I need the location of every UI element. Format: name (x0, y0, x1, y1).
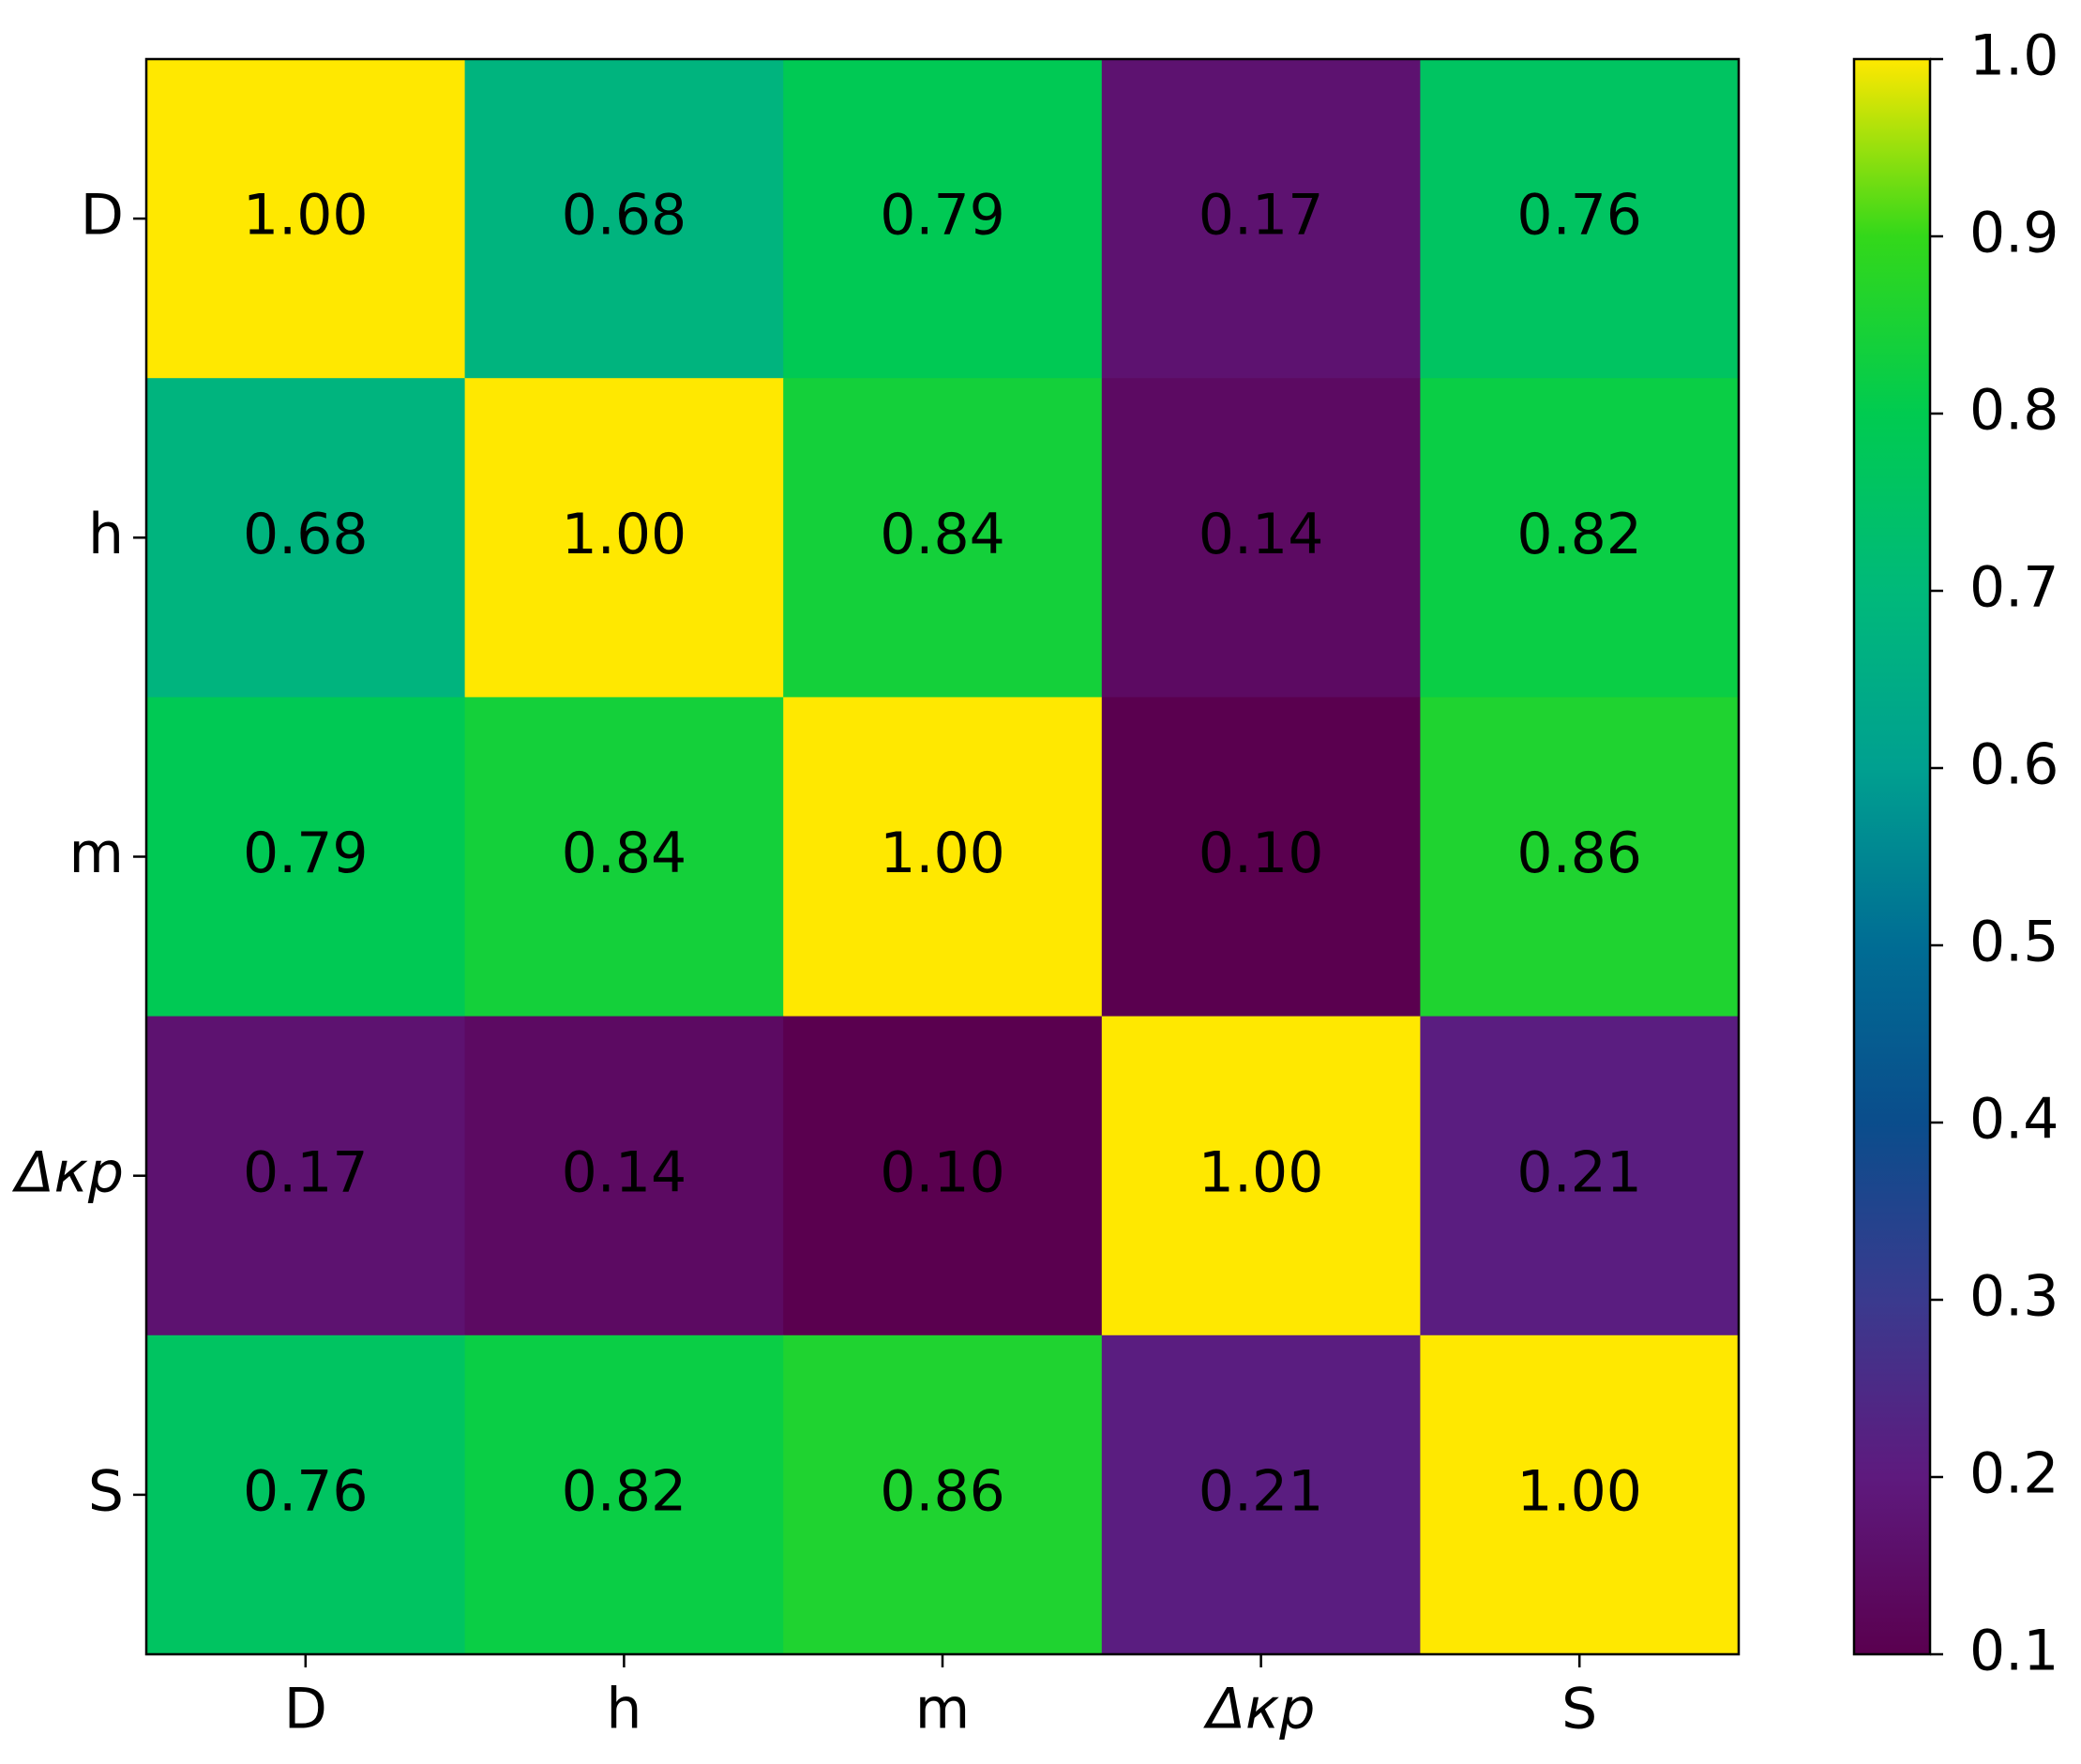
cell-label: 1.00 (880, 821, 1005, 886)
x-tick-label: h (606, 1677, 641, 1742)
cell-label: 0.14 (562, 1139, 687, 1205)
colorbar-tick-label: 0.3 (1969, 1264, 2058, 1330)
heatmap-cell (464, 59, 784, 379)
colorbar-tick-label: 0.8 (1969, 378, 2058, 444)
x-tick-label: S (1561, 1677, 1597, 1742)
cell-label: 0.82 (562, 1458, 687, 1524)
heatmap-cell (464, 697, 784, 1018)
heatmap-cell (1101, 378, 1421, 698)
heatmap-cell (1420, 1016, 1740, 1336)
cell-label: 0.79 (243, 821, 369, 886)
heatmap-cell (146, 697, 466, 1018)
heatmap-cell (464, 378, 784, 698)
cell-label: 0.79 (880, 183, 1005, 249)
heatmap-cell (1101, 1334, 1421, 1655)
colorbar-tick-label: 0.7 (1969, 555, 2058, 621)
cell-label: 0.76 (1516, 183, 1642, 249)
heatmap-cell (1101, 1016, 1421, 1336)
cell-label: 0.82 (1516, 502, 1642, 567)
cell-label: 0.84 (880, 502, 1005, 567)
x-tick-label: D (284, 1677, 327, 1742)
y-tick-label: m (69, 821, 124, 886)
x-tick-label: Δкр (1203, 1677, 1315, 1742)
heatmap-cell (146, 1334, 466, 1655)
heatmap-cell (783, 59, 1103, 379)
heatmap-cell (464, 1016, 784, 1336)
cell-label: 0.14 (1199, 502, 1324, 567)
cell-label: 0.84 (562, 821, 687, 886)
y-tick-label: Δкр (12, 1139, 124, 1205)
heatmap-cell (1420, 697, 1740, 1018)
heatmap-cell (1101, 697, 1421, 1018)
cell-label: 1.00 (1516, 1458, 1642, 1524)
heatmap-cell (146, 1016, 466, 1336)
colorbar-tick-label: 0.2 (1969, 1441, 2058, 1507)
cell-label: 0.86 (1516, 821, 1642, 886)
heatmap-cell (146, 59, 466, 379)
colorbar-tick-label: 0.5 (1969, 910, 2058, 975)
cell-label: 0.86 (880, 1458, 1005, 1524)
cell-label: 1.00 (562, 502, 687, 567)
cell-label: 1.00 (243, 183, 369, 249)
cell-label: 0.17 (1199, 183, 1324, 249)
cell-label: 0.10 (880, 1139, 1005, 1205)
colorbar (1852, 57, 1932, 1656)
cell-label: 0.76 (243, 1458, 369, 1524)
heatmap-cell (783, 1334, 1103, 1655)
colorbar-tick-label: 1.0 (1969, 23, 2058, 89)
y-tick-label: S (88, 1458, 124, 1524)
cell-label: 0.68 (562, 183, 687, 249)
y-tick-label: h (88, 502, 124, 567)
colorbar-tick-label: 0.1 (1969, 1619, 2058, 1684)
colorbar-tick-label: 0.9 (1969, 201, 2058, 266)
cell-label: 1.00 (1199, 1139, 1324, 1205)
heatmap-cell (783, 697, 1103, 1018)
cell-label: 0.17 (243, 1139, 369, 1205)
heatmap-cell (783, 378, 1103, 698)
cell-label: 0.21 (1199, 1458, 1324, 1524)
heatmap-cell (146, 378, 466, 698)
heatmap-cell (464, 1334, 784, 1655)
cell-label: 0.21 (1516, 1139, 1642, 1205)
x-tick-label: m (915, 1677, 970, 1742)
heatmap-cell (1420, 378, 1740, 698)
heatmap-cell (783, 1016, 1103, 1336)
cell-label: 0.68 (243, 502, 369, 567)
colorbar-tick-label: 0.4 (1969, 1087, 2058, 1153)
colorbar-tick-label: 0.6 (1969, 732, 2058, 798)
cell-label: 0.10 (1199, 821, 1324, 886)
heatmap-cell (1101, 59, 1421, 379)
y-tick-label: D (81, 183, 124, 249)
heatmap-cell (1420, 1334, 1740, 1655)
heatmap-cell (1420, 59, 1740, 379)
